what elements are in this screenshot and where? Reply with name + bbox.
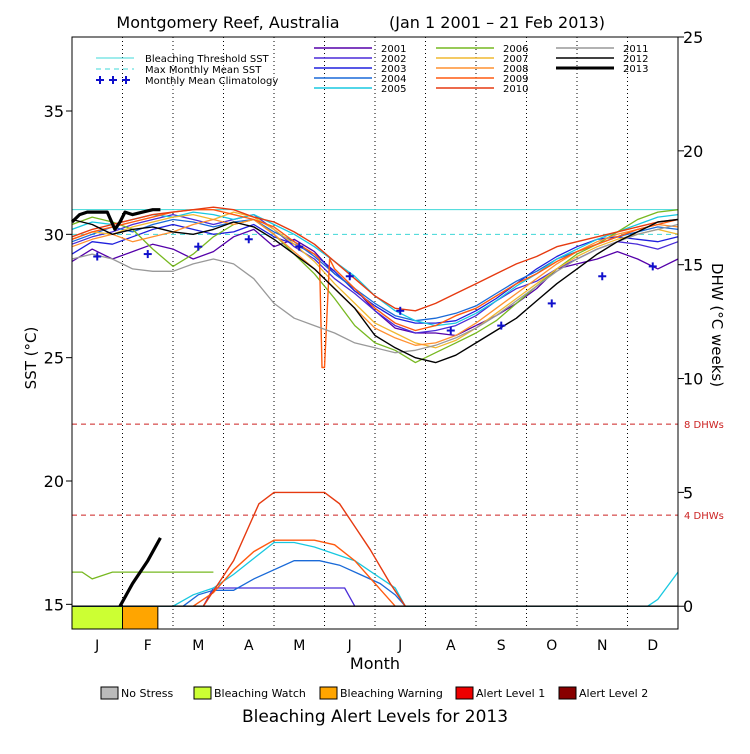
alert-legend: No Stress Bleaching Watch Bleaching Warnin…: [100, 686, 648, 700]
y-tick-label: 30: [44, 225, 64, 244]
alert-legend-label: No Stress: [121, 687, 174, 700]
alert-legend-label: Alert Level 2: [579, 687, 648, 700]
month-label: A: [244, 638, 254, 654]
month-label: F: [144, 638, 152, 654]
month-label: A: [446, 638, 456, 654]
chart-title-location: Montgomery Reef, Australia: [116, 13, 339, 32]
dhw-reference-label: 8 DHWs: [684, 420, 724, 431]
alert-legend-label: Bleaching Warning: [340, 687, 443, 700]
legend-year-label: 2008: [503, 64, 528, 75]
month-label: J: [94, 638, 99, 654]
x-axis-label: Month: [350, 654, 400, 673]
y2-tick-label: 20: [683, 142, 703, 161]
y2-axis-label: DHW (°C weeks): [708, 263, 726, 387]
y-tick-label: 25: [44, 349, 64, 368]
dhw-line-2002: [202, 587, 356, 607]
climatology-point: [598, 272, 607, 281]
climatology-point: [648, 262, 657, 271]
y-tick-label: 20: [44, 472, 64, 491]
sst-line-2012: [71, 218, 679, 364]
legend-year-label: 2004: [381, 74, 406, 85]
climatology-point: [497, 321, 506, 330]
alert-legend-label: Bleaching Watch: [214, 687, 306, 700]
legend-year-label: 2006: [503, 44, 528, 55]
alert-legend-swatch: [558, 686, 577, 700]
alert-segment: [122, 605, 159, 630]
dhw-line-2013: [118, 537, 162, 607]
y2-tick-label: 5: [683, 483, 693, 502]
y2-tick-label: 15: [683, 256, 703, 275]
month-label: J: [397, 638, 402, 654]
dhw-line-2004: [182, 560, 406, 607]
y2-tick-label: 10: [683, 370, 703, 389]
sst-line-2013: [70, 208, 161, 231]
chart-title-period: (Jan 1 2001 – 21 Feb 2013): [389, 13, 605, 32]
y2-tick-label: 0: [683, 597, 693, 616]
alert-levels-title: Bleaching Alert Levels for 2013: [242, 707, 508, 727]
plot-area: 8 DHWs 4 DHWs 15 20 25 30 35 0 5 10 15 20 25 J F M A M J J A…: [44, 28, 724, 654]
legend-year-label: 2012: [623, 54, 648, 65]
legend-year-label: 2007: [503, 54, 528, 65]
month-label: D: [647, 638, 658, 654]
plot-frame: [71, 36, 679, 630]
alert-segment: [71, 605, 123, 630]
alert-legend-label: Alert Level 1: [476, 687, 545, 700]
dhw-line-2005: [72, 541, 679, 607]
legend-year-label: 2011: [623, 44, 648, 55]
sst-line-2006: [71, 209, 679, 364]
y2-tick-label: 25: [683, 28, 703, 47]
climatology-point: [244, 235, 253, 244]
alert-legend-swatch: [193, 686, 212, 700]
legend-ref-label: Monthly Mean Climatology: [145, 76, 278, 87]
sst-line-2007: [71, 211, 679, 349]
month-label: M: [192, 638, 204, 654]
month-label: S: [497, 638, 506, 654]
month-label: O: [546, 638, 557, 654]
y-tick-label: 35: [44, 102, 64, 121]
legend-year-label: 2003: [381, 64, 406, 75]
climatology-point: [194, 242, 203, 251]
month-label: N: [597, 638, 607, 654]
climatology-point: [93, 252, 102, 261]
legend-year-label: 2005: [381, 84, 406, 95]
sst-line-2008: [71, 218, 679, 346]
chart-title: Montgomery Reef, Australia (Jan 1 2001 –…: [116, 13, 605, 32]
dhw-reference-label: 4 DHWs: [684, 511, 724, 522]
month-label: M: [293, 638, 305, 654]
climatology-point: [143, 250, 152, 259]
legend-year-label: 2010: [503, 84, 528, 95]
climatology-point: [396, 306, 405, 315]
y-axis-label: SST (°C): [22, 327, 40, 390]
climatology-point: [295, 242, 304, 251]
climatology-point: [345, 272, 354, 281]
y-tick-label: 15: [44, 595, 64, 614]
legend-year-label: 2009: [503, 74, 528, 85]
legend-year-label: 2001: [381, 44, 406, 55]
dhw-line-2010: [202, 491, 406, 607]
month-label: J: [347, 638, 352, 654]
sst-line-2011: [71, 223, 679, 354]
legend-ref-label: Max Monthly Mean SST: [145, 65, 262, 76]
alert-legend-swatch: [455, 686, 474, 700]
legend-year-label: 2013: [623, 64, 648, 75]
alert-legend-swatch: [319, 686, 338, 700]
alert-legend-swatch: [100, 686, 119, 700]
legend-year-label: 2002: [381, 54, 406, 65]
climatology-point: [446, 326, 455, 335]
legend-ref-label: Bleaching Threshold SST: [145, 54, 270, 65]
sst-line-2003: [71, 223, 679, 324]
dhw-line-2006: [72, 571, 214, 580]
dhw-line-2009: [192, 539, 396, 607]
sst-line-2010: [71, 206, 679, 312]
climatology-point: [547, 299, 556, 308]
